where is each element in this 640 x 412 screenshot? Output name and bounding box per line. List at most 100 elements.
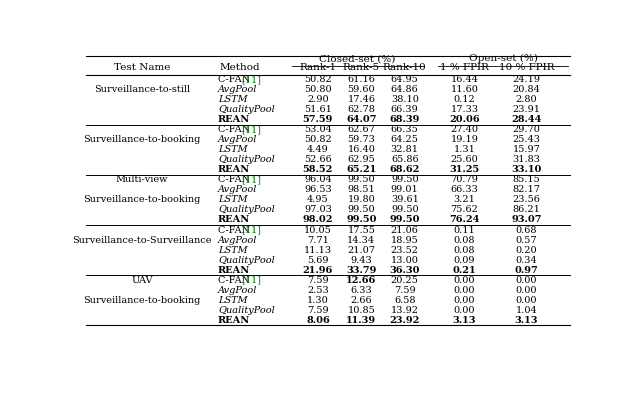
Text: 1.30: 1.30 [307,295,329,304]
Text: 4.49: 4.49 [307,145,329,154]
Text: 68.39: 68.39 [390,115,420,124]
Text: [11]: [11] [241,276,261,285]
Text: 0.21: 0.21 [452,266,476,274]
Text: C-FAN: C-FAN [218,225,253,234]
Text: 13.92: 13.92 [391,306,419,315]
Text: 24.19: 24.19 [513,75,540,84]
Text: 2.66: 2.66 [351,295,372,304]
Text: 9.43: 9.43 [351,255,372,265]
Text: 31.25: 31.25 [449,166,479,174]
Text: 0.08: 0.08 [454,236,475,244]
Text: 14.34: 14.34 [348,236,376,244]
Text: 0.00: 0.00 [516,276,537,285]
Text: 96.53: 96.53 [304,185,332,194]
Text: QualityPool: QualityPool [218,306,275,315]
Text: 0.00: 0.00 [454,276,475,285]
Text: 68.62: 68.62 [390,166,420,174]
Text: 0.57: 0.57 [516,236,537,244]
Text: 11.39: 11.39 [346,316,376,325]
Text: 33.79: 33.79 [346,266,376,274]
Text: 0.00: 0.00 [454,295,475,304]
Text: Surveillance-to-booking: Surveillance-to-booking [83,295,201,304]
Text: Method: Method [220,63,260,72]
Text: AvgPool: AvgPool [218,236,257,244]
Text: Surveillance-to-Surveillance: Surveillance-to-Surveillance [72,236,212,244]
Text: QualityPool: QualityPool [218,255,275,265]
Text: C-FAN: C-FAN [218,176,253,185]
Text: 23.92: 23.92 [390,316,420,325]
Text: 23.91: 23.91 [513,105,540,115]
Text: 6.58: 6.58 [394,295,415,304]
Text: 7.59: 7.59 [394,286,415,295]
Text: QualityPool: QualityPool [218,105,275,115]
Text: 33.10: 33.10 [511,166,541,174]
Text: 96.04: 96.04 [304,176,332,185]
Text: 2.53: 2.53 [307,286,329,295]
Text: 0.09: 0.09 [454,255,475,265]
Text: [11]: [11] [241,125,261,134]
Text: 99.50: 99.50 [390,215,420,225]
Text: Test Name: Test Name [114,63,170,72]
Text: Rank-5: Rank-5 [343,63,380,72]
Text: 99.50: 99.50 [348,206,375,215]
Text: 93.07: 93.07 [511,215,541,225]
Text: 3.13: 3.13 [452,316,476,325]
Text: 0.00: 0.00 [454,286,475,295]
Text: 51.61: 51.61 [304,105,332,115]
Text: 36.30: 36.30 [390,266,420,274]
Text: Surveillance-to-still: Surveillance-to-still [94,85,190,94]
Text: 10 % FPIR: 10 % FPIR [499,63,554,72]
Text: 99.50: 99.50 [391,206,419,215]
Text: 0.97: 0.97 [515,266,538,274]
Text: 59.60: 59.60 [348,85,375,94]
Text: 7.71: 7.71 [307,236,329,244]
Text: C-FAN: C-FAN [218,276,253,285]
Text: 0.11: 0.11 [454,225,476,234]
Text: 57.59: 57.59 [303,115,333,124]
Text: 59.73: 59.73 [348,136,375,145]
Text: 21.07: 21.07 [348,246,375,255]
Text: 0.20: 0.20 [516,246,537,255]
Text: 98.51: 98.51 [348,185,375,194]
Text: REAN: REAN [218,266,250,274]
Text: LSTM: LSTM [218,195,248,204]
Text: 64.86: 64.86 [391,85,419,94]
Text: 7.59: 7.59 [307,276,329,285]
Text: AvgPool: AvgPool [218,185,257,194]
Text: 50.82: 50.82 [304,136,332,145]
Text: 70.79: 70.79 [451,176,478,185]
Text: LSTM: LSTM [218,95,248,104]
Text: 62.67: 62.67 [348,125,375,134]
Text: 23.52: 23.52 [391,246,419,255]
Text: 20.84: 20.84 [513,85,540,94]
Text: 0.00: 0.00 [516,295,537,304]
Text: QualityPool: QualityPool [218,206,275,215]
Text: 38.10: 38.10 [391,95,419,104]
Text: 0.08: 0.08 [454,246,475,255]
Text: 98.02: 98.02 [303,215,333,225]
Text: 86.21: 86.21 [513,206,540,215]
Text: AvgPool: AvgPool [218,136,257,145]
Text: 13.00: 13.00 [391,255,419,265]
Text: 17.55: 17.55 [348,225,375,234]
Text: C-FAN: C-FAN [218,75,253,84]
Text: 64.25: 64.25 [391,136,419,145]
Text: 21.96: 21.96 [303,266,333,274]
Text: C-FAN: C-FAN [218,125,253,134]
Text: 18.95: 18.95 [391,236,419,244]
Text: 1.31: 1.31 [454,145,476,154]
Text: AvgPool: AvgPool [218,85,257,94]
Text: 1 % FPIR: 1 % FPIR [440,63,489,72]
Text: 99.50: 99.50 [346,215,376,225]
Text: 99.01: 99.01 [391,185,419,194]
Text: 16.44: 16.44 [451,75,479,84]
Text: 97.03: 97.03 [304,206,332,215]
Text: 4.95: 4.95 [307,195,329,204]
Text: 66.39: 66.39 [391,105,419,115]
Text: 31.83: 31.83 [513,155,540,164]
Text: AvgPool: AvgPool [218,286,257,295]
Text: 50.80: 50.80 [304,85,332,94]
Text: 7.59: 7.59 [307,306,329,315]
Text: LSTM: LSTM [218,295,248,304]
Text: REAN: REAN [218,316,250,325]
